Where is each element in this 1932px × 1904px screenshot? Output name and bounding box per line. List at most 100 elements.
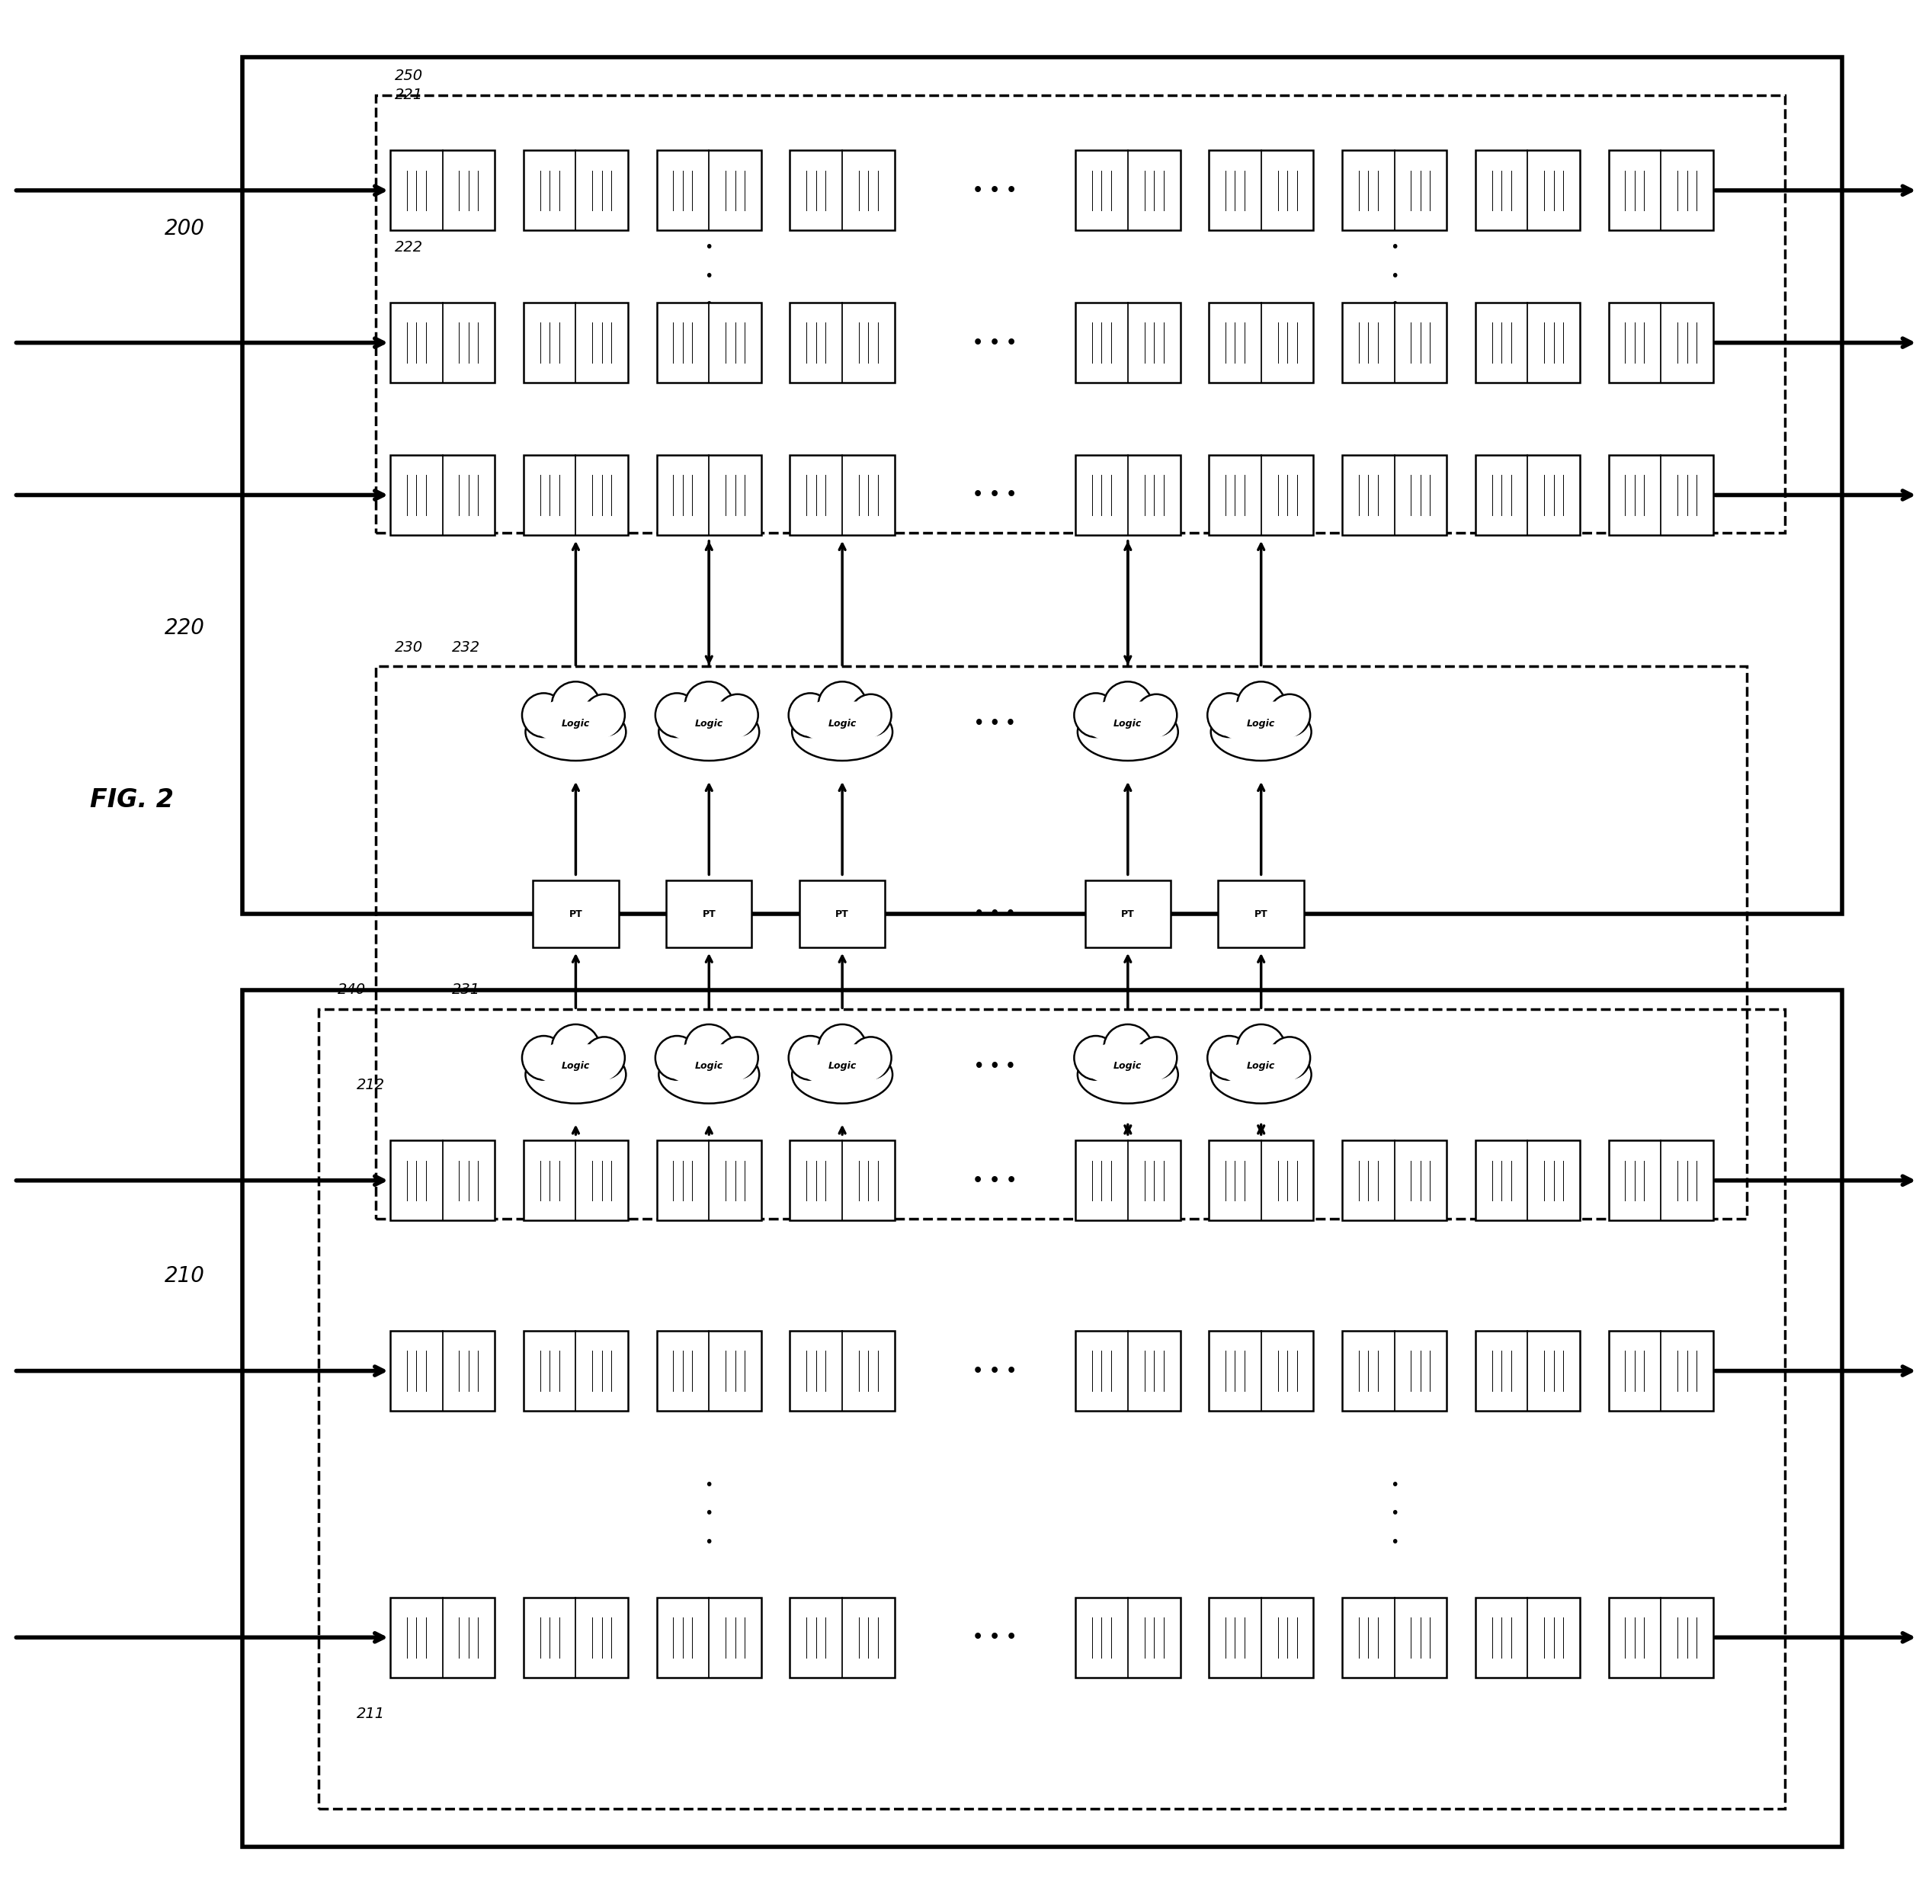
Text: •: •: [1389, 1478, 1399, 1493]
Bar: [1076, 150, 1180, 230]
Ellipse shape: [1103, 682, 1151, 727]
Ellipse shape: [1236, 682, 1285, 727]
Bar: [657, 1331, 761, 1411]
Text: 240: 240: [338, 982, 365, 998]
Ellipse shape: [1269, 695, 1310, 737]
Bar: [800, 880, 885, 946]
Bar: [1343, 150, 1447, 230]
Ellipse shape: [1103, 1024, 1151, 1070]
Text: PT: PT: [568, 908, 582, 920]
Ellipse shape: [541, 1043, 578, 1072]
Bar: [390, 150, 495, 230]
Text: 212: 212: [357, 1078, 384, 1093]
Ellipse shape: [1126, 701, 1157, 729]
Ellipse shape: [1217, 704, 1306, 743]
Bar: [1609, 1597, 1714, 1677]
Bar: [1209, 1597, 1314, 1677]
Text: •: •: [705, 268, 713, 284]
Ellipse shape: [1136, 695, 1177, 737]
Text: • • •: • • •: [974, 1059, 1016, 1074]
Bar: [1343, 1597, 1447, 1677]
Text: •: •: [705, 1535, 713, 1550]
Ellipse shape: [574, 1043, 605, 1072]
Bar: [524, 1140, 628, 1220]
Bar: [1076, 1140, 1180, 1220]
Bar: [657, 455, 761, 535]
Bar: [390, 1331, 495, 1411]
Text: 210: 210: [164, 1264, 205, 1287]
Text: Logic: Logic: [1246, 718, 1275, 729]
Bar: [1076, 1331, 1180, 1411]
Bar: [667, 880, 752, 946]
Text: • • •: • • •: [974, 906, 1016, 922]
Ellipse shape: [850, 695, 891, 737]
Bar: [790, 1331, 895, 1411]
Ellipse shape: [1260, 701, 1291, 729]
Bar: [1476, 455, 1580, 535]
Bar: [1209, 303, 1314, 383]
Bar: [243, 990, 1841, 1847]
Text: Logic: Logic: [1246, 1061, 1275, 1072]
Text: •: •: [1389, 1535, 1399, 1550]
Bar: [533, 880, 618, 946]
Ellipse shape: [792, 1045, 893, 1104]
Bar: [790, 455, 895, 535]
Bar: [243, 57, 1841, 914]
Ellipse shape: [522, 1036, 566, 1080]
Ellipse shape: [665, 704, 753, 743]
Ellipse shape: [1227, 701, 1264, 729]
Text: PT: PT: [701, 908, 715, 920]
Bar: [524, 150, 628, 230]
Bar: [657, 303, 761, 383]
Bar: [390, 455, 495, 535]
Ellipse shape: [798, 704, 887, 743]
Ellipse shape: [788, 1036, 833, 1080]
Ellipse shape: [1269, 1038, 1310, 1080]
Bar: [1609, 303, 1714, 383]
Text: • • •: • • •: [972, 1173, 1016, 1188]
Bar: [1476, 1140, 1580, 1220]
Ellipse shape: [808, 701, 844, 729]
Text: 200: 200: [164, 217, 205, 240]
Text: 222: 222: [394, 240, 423, 255]
Bar: [1343, 455, 1447, 535]
Ellipse shape: [583, 695, 624, 737]
Text: • • •: • • •: [972, 183, 1016, 198]
Ellipse shape: [707, 701, 738, 729]
Ellipse shape: [840, 1043, 871, 1072]
Text: 221: 221: [394, 88, 423, 103]
Ellipse shape: [674, 1043, 711, 1072]
Text: 230: 230: [394, 640, 423, 655]
Bar: [1076, 303, 1180, 383]
Ellipse shape: [1227, 1043, 1264, 1072]
Bar: [1076, 1597, 1180, 1677]
Bar: [657, 150, 761, 230]
Ellipse shape: [1078, 703, 1179, 762]
Text: Logic: Logic: [696, 718, 723, 729]
Text: 232: 232: [452, 640, 481, 655]
Text: Logic: Logic: [1113, 1061, 1142, 1072]
Bar: [390, 303, 495, 383]
Bar: [1343, 1331, 1447, 1411]
Ellipse shape: [1217, 1047, 1306, 1085]
Bar: [790, 303, 895, 383]
Ellipse shape: [674, 701, 711, 729]
Bar: [1209, 1331, 1314, 1411]
Bar: [1476, 1597, 1580, 1677]
Ellipse shape: [1126, 1043, 1157, 1072]
Text: • • •: • • •: [972, 487, 1016, 503]
Bar: [377, 95, 1785, 533]
Bar: [390, 1140, 495, 1220]
Bar: [1219, 880, 1304, 946]
Ellipse shape: [1094, 701, 1130, 729]
Ellipse shape: [840, 701, 871, 729]
Ellipse shape: [798, 1047, 887, 1085]
Ellipse shape: [1074, 1036, 1117, 1080]
Text: PT: PT: [1254, 908, 1267, 920]
Text: •: •: [1389, 297, 1399, 312]
Ellipse shape: [655, 693, 699, 737]
Ellipse shape: [665, 1047, 753, 1085]
Bar: [1209, 455, 1314, 535]
Text: 250: 250: [394, 69, 423, 84]
Ellipse shape: [526, 1045, 626, 1104]
